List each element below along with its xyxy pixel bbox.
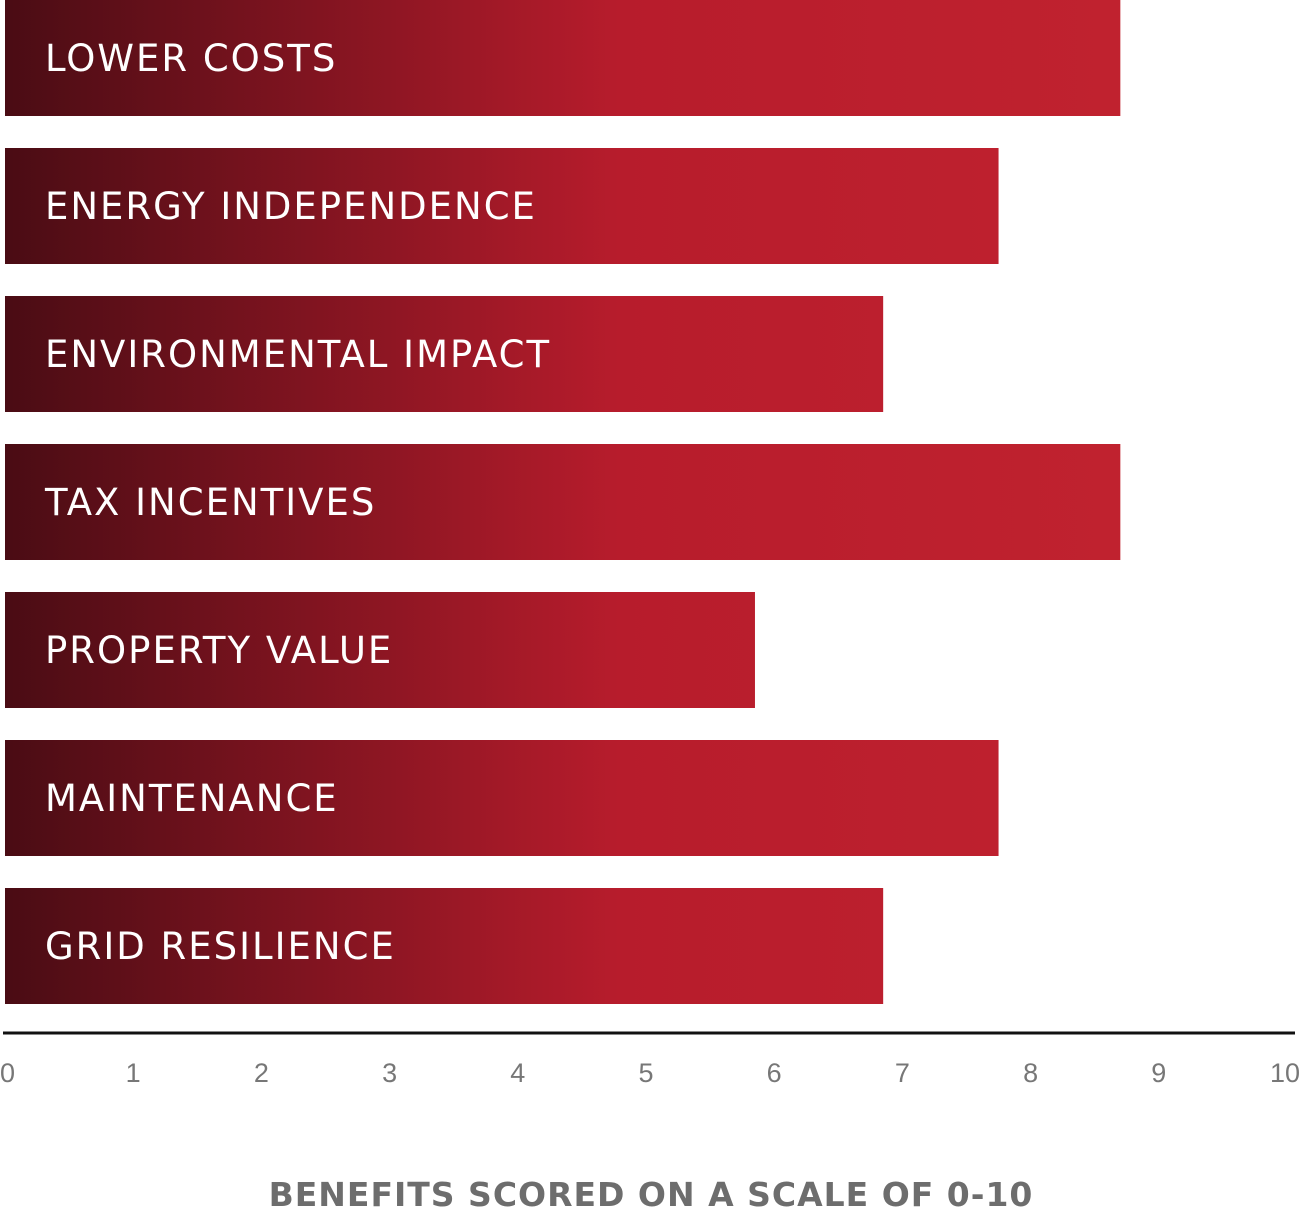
x-tick-label-3: 3: [382, 1058, 397, 1088]
bar-lower-costs: [5, 0, 1121, 116]
bars-group: [5, 0, 1121, 1004]
x-tick-label-7: 7: [895, 1058, 910, 1088]
bar-tax-incentives: [5, 444, 1121, 560]
x-tick-label-0: 0: [0, 1058, 15, 1088]
x-tick-label-9: 9: [1151, 1058, 1166, 1088]
bar-label-energy-independence: ENERGY INDEPENDENCE: [45, 185, 537, 228]
x-tick-label-5: 5: [638, 1058, 653, 1088]
bar-labels-group: LOWER COSTS ENERGY INDEPENDENCE ENVIRONMEN…: [44, 37, 551, 968]
bar-energy-independence: [5, 148, 999, 264]
bar-label-property-value: PROPERTY VALUE: [45, 629, 393, 672]
x-tick-label-6: 6: [767, 1058, 782, 1088]
bar-label-environmental-impact: ENVIRONMENTAL IMPACT: [45, 333, 551, 376]
bar-property-value: [5, 592, 755, 708]
bar-label-tax-incentives: TAX INCENTIVES: [44, 481, 376, 524]
bar-environmental-impact: [5, 296, 884, 412]
x-tick-label-4: 4: [510, 1058, 525, 1088]
x-tick-label-10: 10: [1270, 1058, 1300, 1088]
x-tick-label-1: 1: [126, 1058, 141, 1088]
x-tick-label-2: 2: [254, 1058, 269, 1088]
x-tick-labels: 0 1 2 3 4 5 6 7 8 9 10: [0, 1058, 1300, 1088]
bar-label-maintenance: MAINTENANCE: [45, 777, 339, 820]
bar-maintenance: [5, 740, 999, 856]
x-axis-title: BENEFITS SCORED ON A SCALE OF 0-10: [269, 1175, 1034, 1214]
bar-grid-resilience: [5, 888, 884, 1004]
bar-label-grid-resilience: GRID RESILIENCE: [45, 925, 396, 968]
bar-label-lower-costs: LOWER COSTS: [45, 37, 337, 80]
x-tick-label-8: 8: [1023, 1058, 1038, 1088]
